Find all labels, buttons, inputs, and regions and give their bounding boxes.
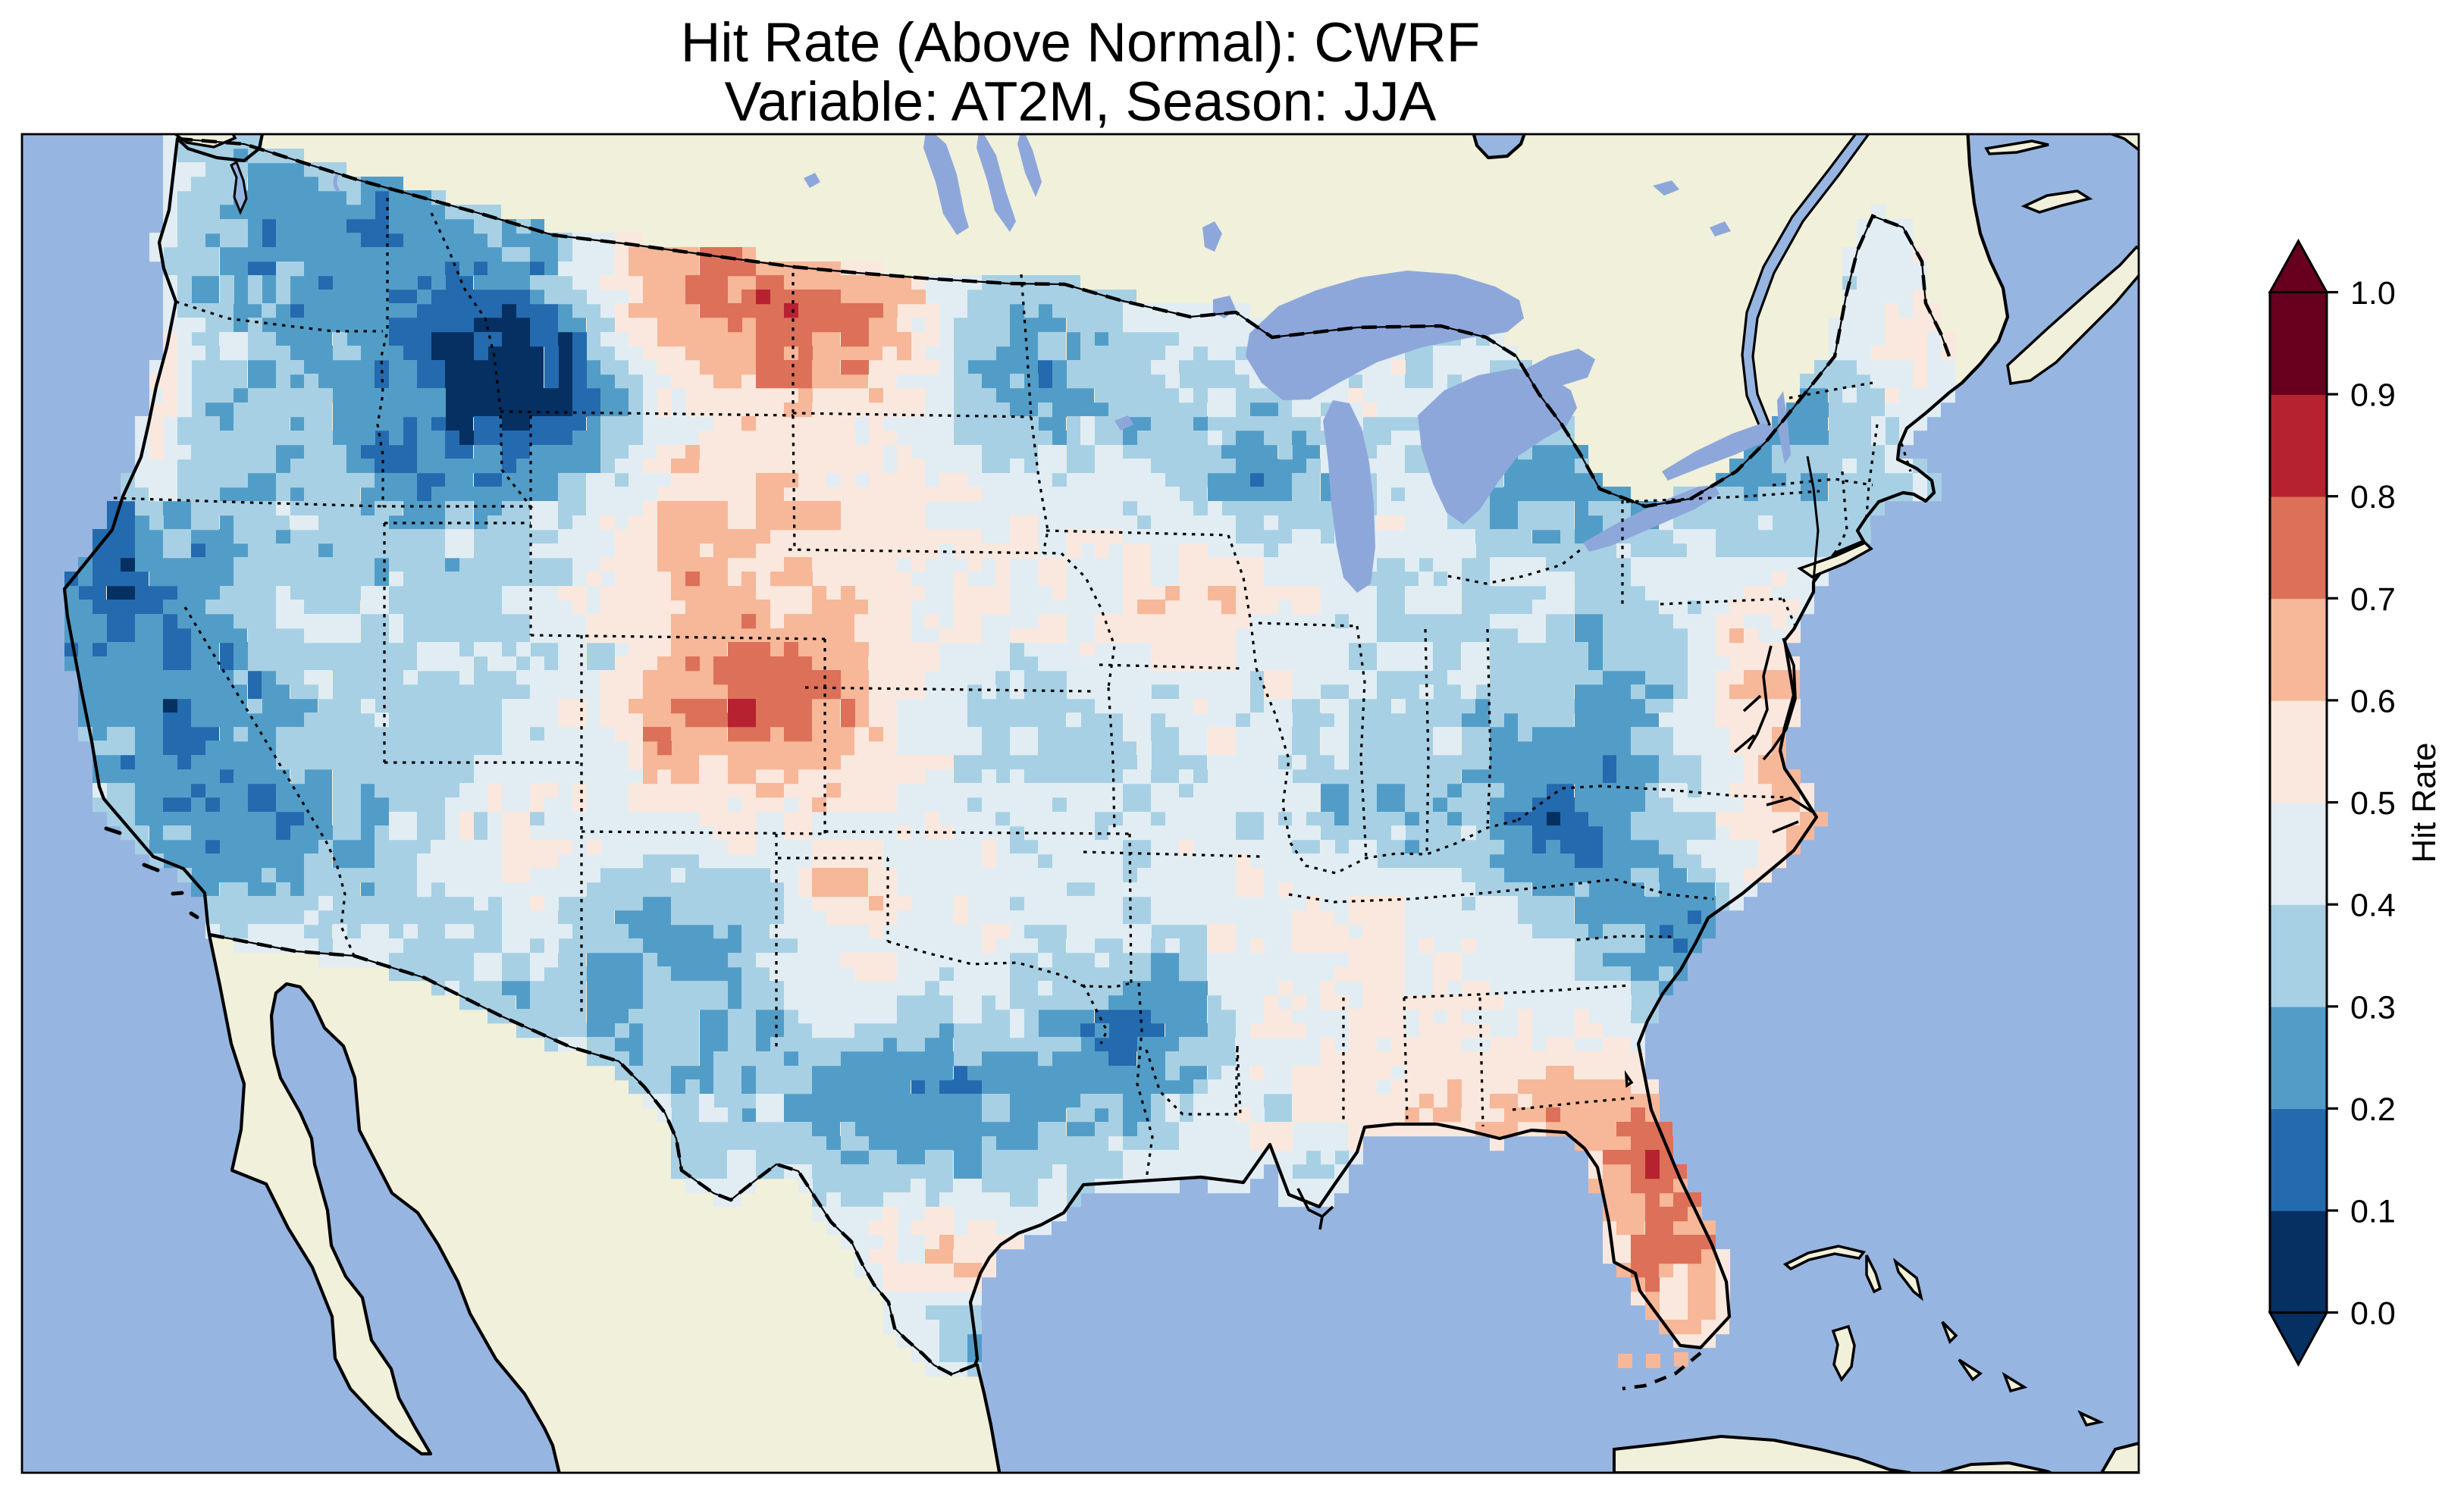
svg-text:0.3: 0.3 bbox=[2350, 989, 2396, 1026]
svg-text:Hit Rate: Hit Rate bbox=[2406, 743, 2443, 863]
svg-text:0.7: 0.7 bbox=[2350, 581, 2396, 618]
svg-text:0.0: 0.0 bbox=[2350, 1295, 2396, 1332]
svg-text:0.8: 0.8 bbox=[2350, 479, 2396, 515]
svg-text:0.9: 0.9 bbox=[2350, 377, 2396, 414]
svg-text:1.0: 1.0 bbox=[2350, 275, 2396, 312]
svg-text:0.2: 0.2 bbox=[2350, 1092, 2396, 1128]
svg-text:0.6: 0.6 bbox=[2350, 683, 2396, 719]
svg-text:0.1: 0.1 bbox=[2350, 1194, 2396, 1230]
svg-text:Variable: AT2M, Season: JJA: Variable: AT2M, Season: JJA bbox=[725, 71, 1437, 133]
svg-text:0.4: 0.4 bbox=[2350, 888, 2396, 924]
svg-text:0.5: 0.5 bbox=[2350, 785, 2396, 822]
svg-text:Hit Rate (Above Normal): CWRF: Hit Rate (Above Normal): CWRF bbox=[681, 12, 1481, 74]
